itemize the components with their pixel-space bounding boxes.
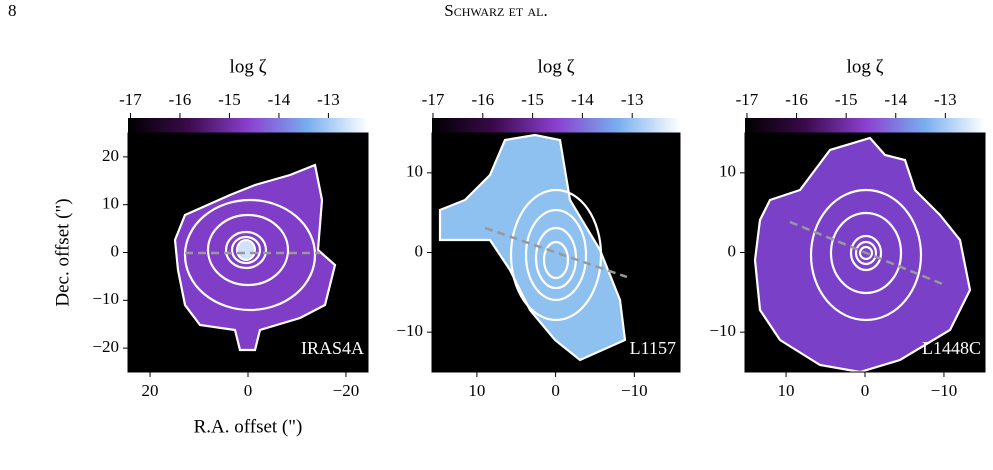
colorbar-tick-label: -17 [422,90,445,109]
panel-image [745,133,985,372]
panel-image [128,133,368,372]
y-tick-label: −10 [396,321,423,340]
panel-image [432,133,680,372]
colorbar-tick-label: -13 [317,90,340,109]
colorbar-tick-label: -14 [571,90,594,109]
x-tick-label: 0 [861,381,870,400]
colorbar [128,118,368,133]
colorbar-tick-label: -16 [785,90,808,109]
colorbar-tick-label: -16 [471,90,494,109]
y-tick-label: 0 [111,241,120,260]
x-tick-label: −10 [931,381,958,400]
y-tick-label: 10 [102,194,119,213]
x-tick-label: 0 [551,381,560,400]
y-tick-label: 0 [728,241,737,260]
colorbar-tick-label: -15 [835,90,858,109]
colorbar [745,118,985,133]
colorbar-tick-label: -13 [934,90,957,109]
source-label: L1448C [922,338,981,358]
x-tick-label: 0 [244,381,253,400]
y-axis-label: Dec. offset (") [52,198,73,306]
source-label: IRAS4A [301,338,364,358]
colorbar-tick-label: -14 [884,90,907,109]
x-tick-label: −10 [621,381,648,400]
colorbar-tick-label: -16 [169,90,192,109]
y-tick-label: −20 [92,337,119,356]
x-tick-label: −20 [333,381,360,400]
x-axis-label: R.A. offset (") [194,416,303,437]
x-tick-label: 10 [778,381,795,400]
colorbar [432,118,680,133]
page-number: 8 [8,1,17,20]
colorbar-tick-label: -13 [621,90,644,109]
y-tick-label: 10 [719,162,736,181]
running-head: Schwarz et al. [444,1,548,20]
colorbar-tick-label: -14 [268,90,291,109]
y-tick-label: 10 [406,162,423,181]
y-tick-label: 20 [102,146,119,165]
colorbar-tick-label: -17 [736,90,759,109]
colorbar-label: log ζ [538,56,575,77]
colorbar-label: log ζ [230,56,267,77]
y-tick-label: 0 [415,241,424,260]
colorbar-tick-label: -15 [521,90,544,109]
y-tick-label: −10 [709,321,736,340]
x-tick-label: 10 [468,381,485,400]
colorbar-tick-label: -15 [218,90,241,109]
colorbar-tick-label: -17 [119,90,142,109]
source-label: L1157 [630,338,676,358]
y-tick-label: −10 [92,289,119,308]
colorbar-label: log ζ [847,56,884,77]
x-tick-label: 20 [142,381,159,400]
